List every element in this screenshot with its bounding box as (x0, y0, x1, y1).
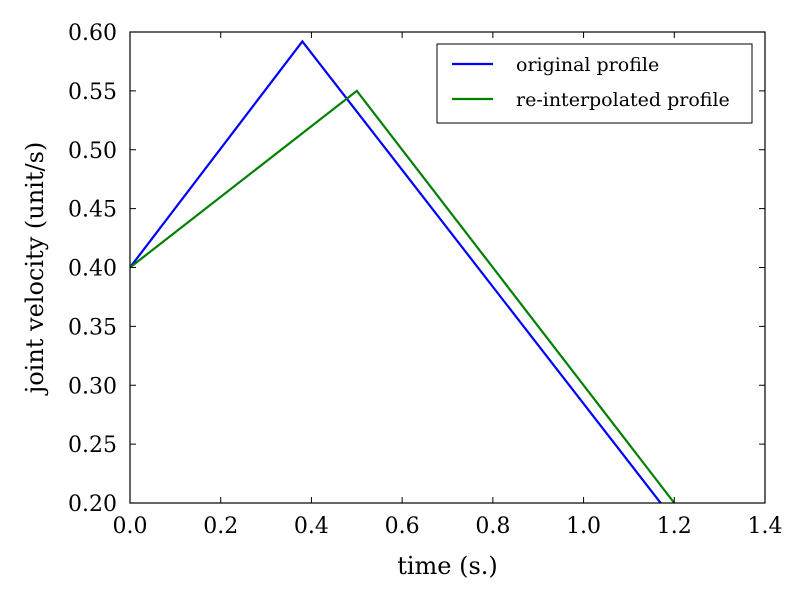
axis-ticks (129, 31, 766, 504)
series-line-re-interpolated (130, 89, 676, 503)
x-tick-label: 1.4 (748, 514, 783, 539)
y-tick-label: 0.35 (68, 315, 117, 340)
y-tick-label: 0.50 (68, 139, 117, 164)
x-tick-labels: 0.0 0.2 0.4 0.6 0.8 1.0 1.2 1.4 (113, 514, 783, 539)
x-tick-label: 0.2 (203, 514, 238, 539)
y-tick-label: 0.30 (68, 374, 117, 399)
x-axis-label: time (s.) (397, 552, 498, 580)
x-tick-label: 0.4 (294, 514, 329, 539)
x-tick-label: 0.6 (385, 514, 420, 539)
plot-lines (130, 39, 676, 503)
y-tick-label: 0.60 (68, 21, 117, 46)
y-tick-labels: 0.20 0.25 0.30 0.35 0.40 0.45 0.50 0.55 0.60 (68, 21, 117, 517)
x-tick-label: 1.2 (657, 514, 692, 539)
x-tick-label: 0.0 (113, 514, 148, 539)
y-tick-label: 0.20 (68, 492, 117, 517)
y-tick-label: 0.45 (68, 198, 117, 223)
y-tick-label: 0.40 (68, 257, 117, 282)
legend-box (436, 43, 753, 124)
legend-label-reinterpolated: re-interpolated profile (516, 89, 730, 111)
y-tick-label: 0.25 (68, 433, 117, 458)
x-tick-label: 0.8 (475, 514, 510, 539)
x-tick-label: 1.0 (566, 514, 601, 539)
y-axis-label: joint velocity (unit/s) (21, 142, 49, 397)
y-tick-label: 0.55 (68, 80, 117, 105)
legend-label-original: original profile (516, 54, 659, 76)
legend: original profile re-interpolated profile (436, 43, 753, 124)
series-line-original (130, 39, 662, 503)
